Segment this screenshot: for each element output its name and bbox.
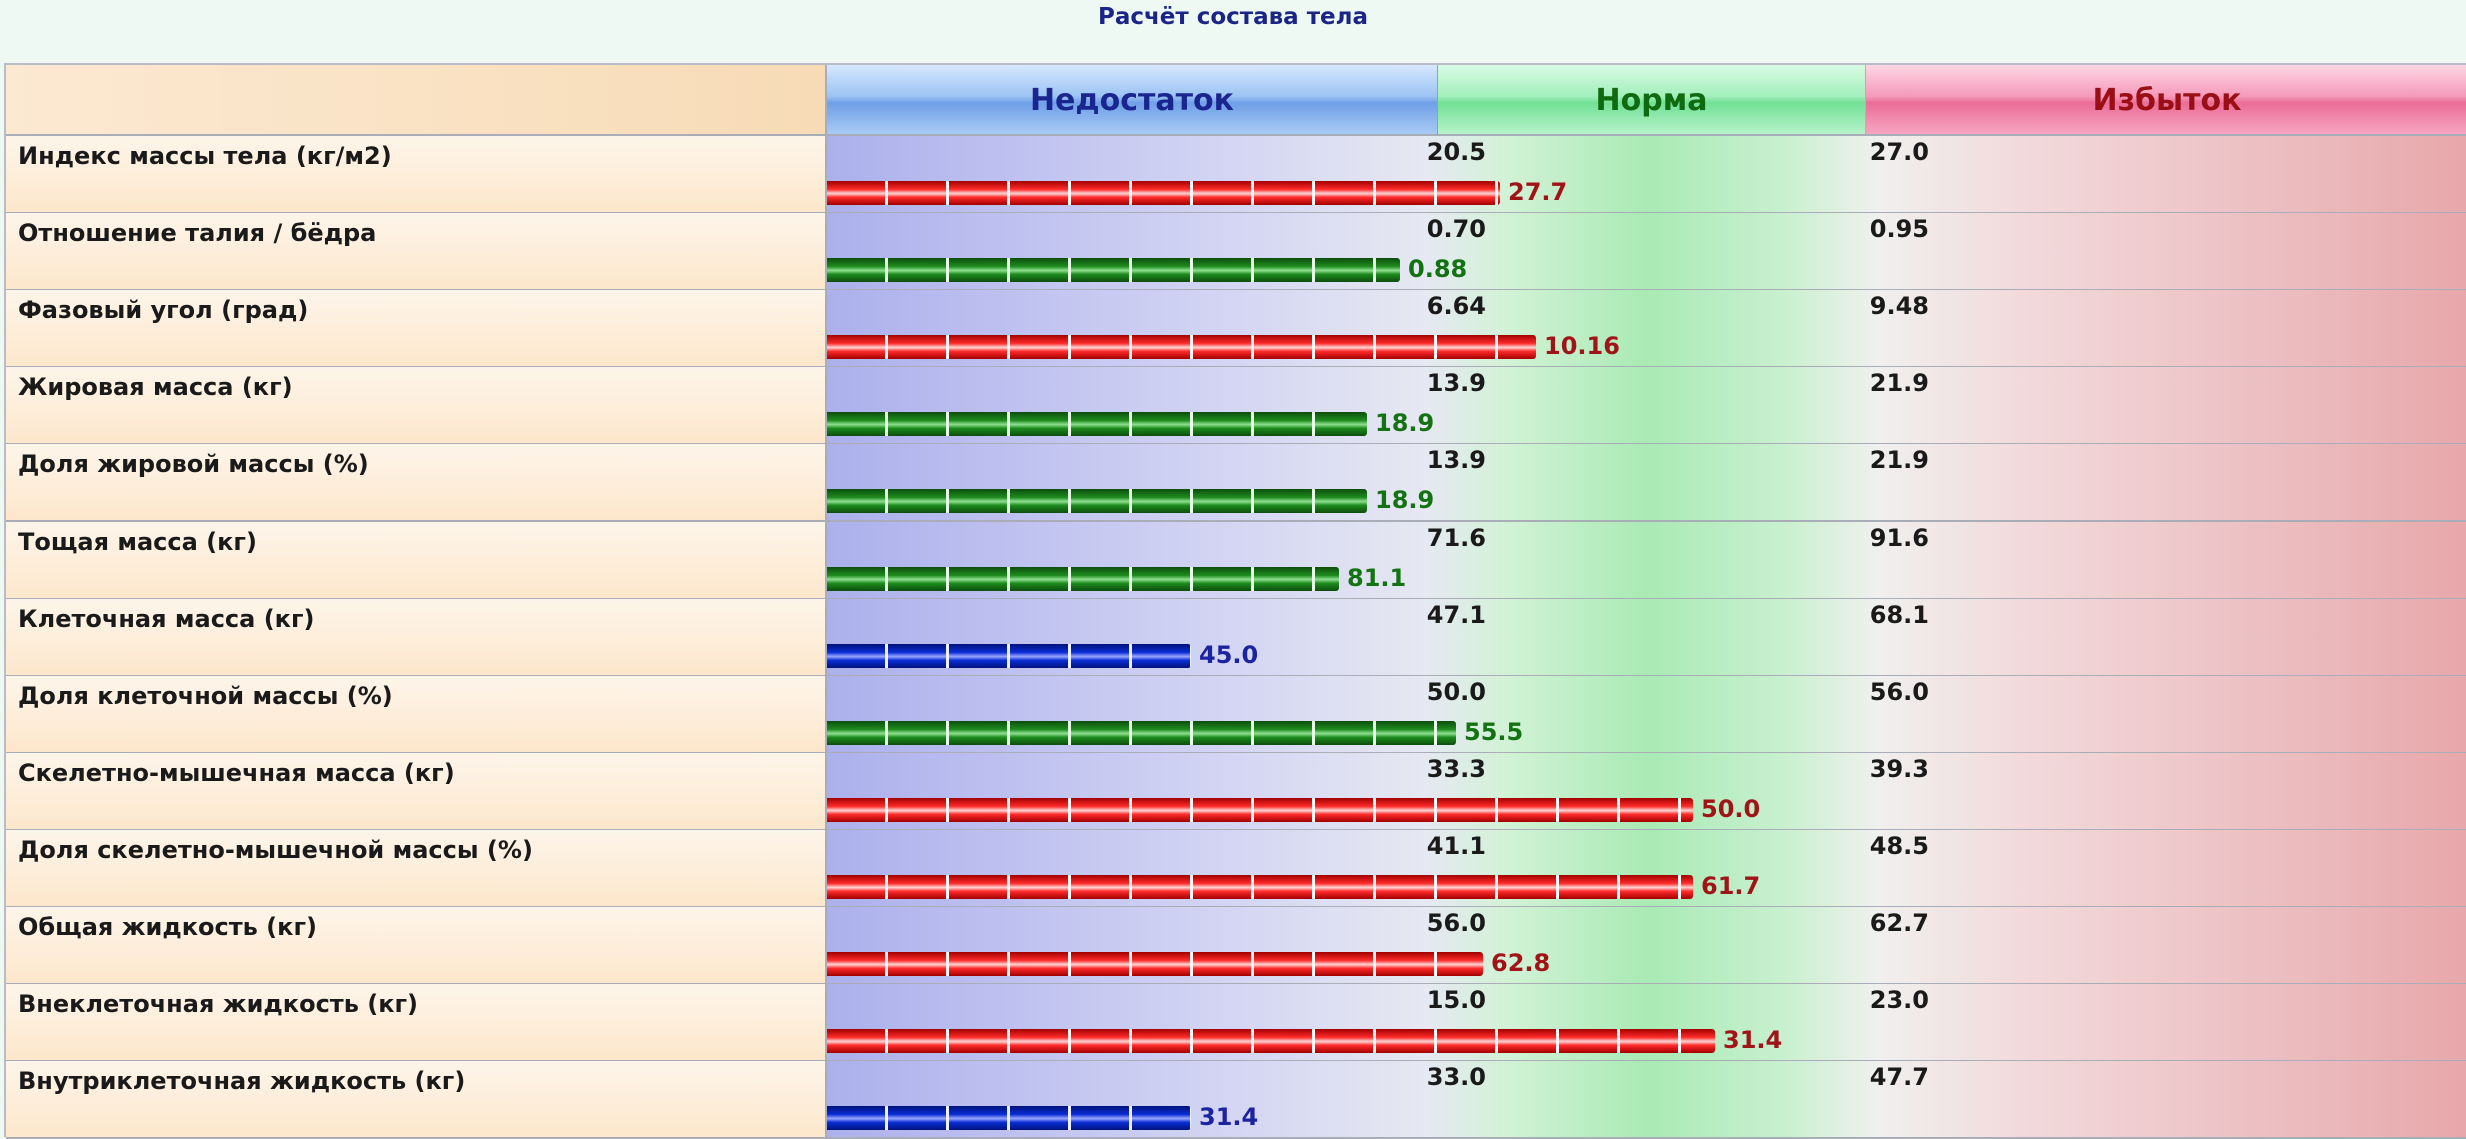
value-bar xyxy=(827,874,1693,899)
norm-upper-limit: 91.6 xyxy=(1869,523,1929,552)
chart-row: Доля скелетно-мышечной массы (%) 41.1 48.5… xyxy=(6,829,2466,908)
norm-lower-limit: 20.5 xyxy=(1426,138,1486,166)
row-track: 50.0 56.0 55.5 xyxy=(827,675,2466,754)
norm-lower-limit: 56.0 xyxy=(1426,909,1486,937)
norm-lower-limit: 71.6 xyxy=(1426,523,1486,552)
norm-lower-limit: 47.1 xyxy=(1426,600,1486,629)
header-corner-cell xyxy=(6,65,827,136)
norm-lower-limit: 13.9 xyxy=(1426,446,1486,475)
norm-lower-limit: 33.0 xyxy=(1426,1063,1486,1092)
zone-header-high: Избыток xyxy=(1866,65,2466,136)
page-title: Расчёт состава тела xyxy=(1097,4,1369,30)
row-track: 41.1 48.5 61.7 xyxy=(827,829,2466,908)
chart-row: Отношение талия / бёдра 0.70 0.95 0.88 xyxy=(6,213,2466,292)
chart-row: Клеточная масса (кг) 47.1 68.1 45.0 xyxy=(6,598,2466,677)
value-bar xyxy=(827,258,1400,283)
chart-row: Внутриклеточная жидкость (кг) 33.0 47.7 31.… xyxy=(6,1061,2466,1139)
value-bar xyxy=(827,566,1339,591)
value-label: 18.9 xyxy=(1375,409,1435,438)
chart-row: Внеклеточная жидкость (кг) 15.0 23.0 31.4 xyxy=(6,984,2466,1063)
row-track: 15.0 23.0 31.4 xyxy=(827,984,2466,1063)
value-bar xyxy=(827,720,1456,745)
row-label: Внеклеточная жидкость (кг) xyxy=(6,984,827,1063)
norm-upper-limit: 68.1 xyxy=(1869,600,1929,629)
row-label: Скелетно-мышечная масса (кг) xyxy=(6,752,827,831)
row-track: 20.5 27.0 27.7 xyxy=(827,136,2466,214)
chart-row: Тощая масса (кг) 71.6 91.6 81.1 xyxy=(6,521,2466,600)
norm-lower-limit: 0.70 xyxy=(1426,215,1486,244)
row-label: Жировая масса (кг) xyxy=(6,367,827,446)
norm-upper-limit: 21.9 xyxy=(1869,446,1929,475)
chart-row: Доля клеточной массы (%) 50.0 56.0 55.5 xyxy=(6,675,2466,754)
norm-lower-limit: 41.1 xyxy=(1426,831,1486,860)
chart-row: Доля жировой массы (%) 13.9 21.9 18.9 xyxy=(6,444,2466,523)
value-label: 81.1 xyxy=(1347,563,1407,592)
value-bar xyxy=(827,1029,1715,1054)
body-composition-table: Недостаток Норма Избыток Индекс массы те… xyxy=(4,63,2466,1139)
value-bar xyxy=(827,489,1367,514)
norm-upper-limit: 47.7 xyxy=(1869,1063,1929,1092)
row-track: 6.64 9.48 10.16 xyxy=(827,290,2466,369)
value-bar xyxy=(827,181,1500,205)
row-label: Индекс массы тела (кг/м2) xyxy=(6,136,827,214)
row-track: 33.3 39.3 50.0 xyxy=(827,752,2466,831)
value-label: 27.7 xyxy=(1508,178,1568,206)
value-label: 18.9 xyxy=(1375,486,1435,515)
norm-upper-limit: 62.7 xyxy=(1869,909,1929,937)
row-track: 33.0 47.7 31.4 xyxy=(827,1061,2466,1139)
row-track: 13.9 21.9 18.9 xyxy=(827,367,2466,446)
row-track: 13.9 21.9 18.9 xyxy=(827,444,2466,523)
row-label: Доля жировой массы (%) xyxy=(6,444,827,523)
value-label: 61.7 xyxy=(1701,871,1761,900)
chart-row: Фазовый угол (град) 6.64 9.48 10.16 xyxy=(6,290,2466,369)
value-label: 45.0 xyxy=(1199,640,1259,669)
row-label: Клеточная масса (кг) xyxy=(6,598,827,677)
row-track: 56.0 62.7 62.8 xyxy=(827,907,2466,985)
norm-lower-limit: 6.64 xyxy=(1426,292,1486,321)
value-label: 62.8 xyxy=(1491,949,1551,977)
value-bar xyxy=(827,797,1693,822)
norm-upper-limit: 56.0 xyxy=(1869,677,1929,706)
value-bar xyxy=(827,643,1191,668)
norm-upper-limit: 48.5 xyxy=(1869,831,1929,860)
norm-lower-limit: 13.9 xyxy=(1426,369,1486,398)
row-track: 71.6 91.6 81.1 xyxy=(827,521,2466,600)
norm-upper-limit: 39.3 xyxy=(1869,754,1929,783)
value-label: 0.88 xyxy=(1408,255,1468,284)
chart-row: Общая жидкость (кг) 56.0 62.7 62.8 xyxy=(6,907,2466,985)
row-label: Общая жидкость (кг) xyxy=(6,907,827,985)
row-label: Доля скелетно-мышечной массы (%) xyxy=(6,829,827,908)
norm-upper-limit: 0.95 xyxy=(1869,215,1929,244)
row-track: 0.70 0.95 0.88 xyxy=(827,213,2466,292)
value-label: 31.4 xyxy=(1199,1103,1259,1132)
value-label: 50.0 xyxy=(1701,794,1761,823)
value-bar xyxy=(827,952,1483,976)
chart-row: Индекс массы тела (кг/м2) 20.5 27.0 27.7 xyxy=(6,136,2466,214)
norm-lower-limit: 50.0 xyxy=(1426,677,1486,706)
value-bar xyxy=(827,412,1367,437)
zone-header-low: Недостаток xyxy=(827,65,1438,136)
norm-upper-limit: 9.48 xyxy=(1869,292,1929,321)
value-label: 31.4 xyxy=(1723,1026,1783,1055)
chart-row: Жировая масса (кг) 13.9 21.9 18.9 xyxy=(6,367,2466,446)
row-label: Фазовый угол (град) xyxy=(6,290,827,369)
value-label: 10.16 xyxy=(1544,332,1620,361)
row-label: Отношение талия / бёдра xyxy=(6,213,827,292)
norm-lower-limit: 33.3 xyxy=(1426,754,1486,783)
row-track: 47.1 68.1 45.0 xyxy=(827,598,2466,677)
row-label: Доля клеточной массы (%) xyxy=(6,675,827,754)
row-label: Внутриклеточная жидкость (кг) xyxy=(6,1061,827,1139)
value-bar xyxy=(827,1106,1191,1131)
value-label: 55.5 xyxy=(1464,717,1524,746)
zone-header-norm: Норма xyxy=(1438,65,1866,136)
value-bar xyxy=(827,335,1536,360)
norm-upper-limit: 21.9 xyxy=(1869,369,1929,398)
row-label: Тощая масса (кг) xyxy=(6,521,827,600)
norm-lower-limit: 15.0 xyxy=(1426,986,1486,1015)
norm-upper-limit: 27.0 xyxy=(1869,138,1929,166)
chart-row: Скелетно-мышечная масса (кг) 33.3 39.3 50.0 xyxy=(6,752,2466,831)
norm-upper-limit: 23.0 xyxy=(1869,986,1929,1015)
